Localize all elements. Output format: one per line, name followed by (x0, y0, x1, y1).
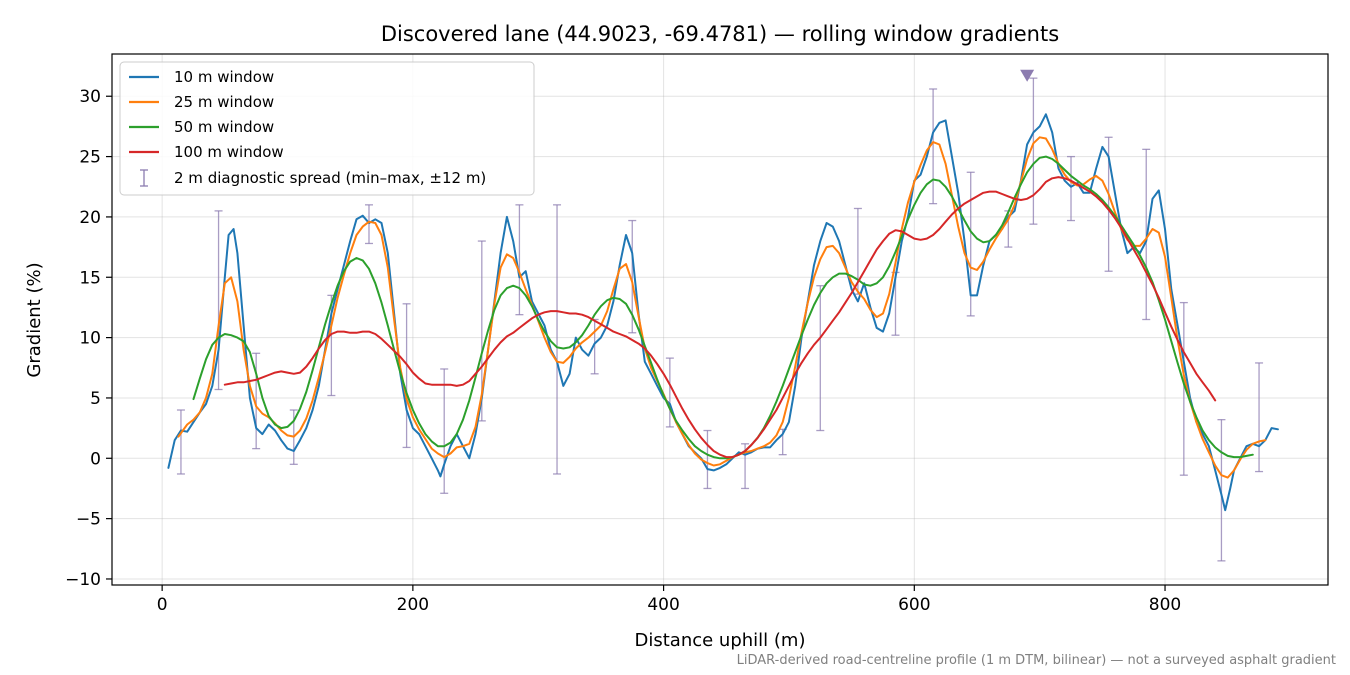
series-line-w50 (192, 155, 1254, 460)
x-tick-label: 800 (1149, 595, 1181, 615)
x-tick-label: 200 (397, 595, 429, 615)
footnote: LiDAR-derived road-centreline profile (1… (737, 653, 1336, 668)
peak-marker (1020, 69, 1035, 82)
axes-frame (111, 53, 1329, 586)
x-tick-label: 400 (647, 595, 679, 615)
y-tick-label: 0 (90, 449, 101, 469)
legend-label-25m: 25 m window (174, 93, 274, 111)
grid-lines (112, 54, 1328, 585)
y-tick-label: 20 (79, 208, 101, 228)
legend-label-spread: 2 m diagnostic spread (min–max, ±12 m) (174, 169, 486, 187)
chart-title: Discovered lane (44.9023, -69.4781) — ro… (381, 22, 1059, 46)
series-line-w100 (223, 176, 1217, 459)
series-line-w10 (167, 113, 1279, 512)
legend-swatch-spread (140, 169, 148, 187)
y-tick-label: 10 (79, 329, 101, 349)
x-axis-label: Distance uphill (m) (635, 630, 806, 651)
y-tick-label: 15 (79, 268, 101, 288)
spread-errorbar (1179, 301, 1188, 476)
legend-label-50m: 50 m window (174, 118, 274, 136)
spread-errorbar (929, 88, 938, 205)
spread-errorbar (1067, 155, 1076, 222)
plot-area (167, 69, 1279, 562)
y-tick-label: 5 (90, 389, 101, 409)
spread-errorbar (703, 429, 712, 490)
legend: 10 m window 25 m window 50 m window 100 … (119, 61, 535, 196)
spread-errorbar (1217, 419, 1226, 562)
y-tick-label: 25 (79, 148, 101, 168)
spread-errorbar (553, 204, 562, 475)
spread-errorbar (440, 368, 449, 494)
x-tick-label: 600 (898, 595, 930, 615)
spread-errorbar (1255, 362, 1264, 473)
spread-errorbar (665, 357, 674, 428)
y-tick-label: 30 (79, 87, 101, 107)
legend-label-100m: 100 m window (174, 143, 284, 161)
spread-errorbar (402, 303, 411, 449)
spread-errorbar (214, 210, 223, 391)
spread-errorbar (252, 352, 261, 450)
y-tick-label: −5 (76, 510, 101, 530)
y-axis-label: Gradient (%) (24, 262, 45, 377)
series-line-w25 (177, 136, 1267, 479)
axis-ticks: 0 200 400 600 800 −10 −5 0 5 10 15 20 25 30 (65, 87, 1181, 615)
y-tick-label: −10 (65, 570, 101, 590)
spread-errorbar (176, 409, 185, 475)
spread-errorbar (1029, 77, 1038, 225)
spread-errorbar (364, 204, 373, 245)
legend-box (119, 61, 535, 196)
x-tick-label: 0 (157, 595, 168, 615)
spread-errorbar (816, 285, 825, 432)
legend-label-10m: 10 m window (174, 68, 274, 86)
spread-errorbar (515, 204, 524, 316)
